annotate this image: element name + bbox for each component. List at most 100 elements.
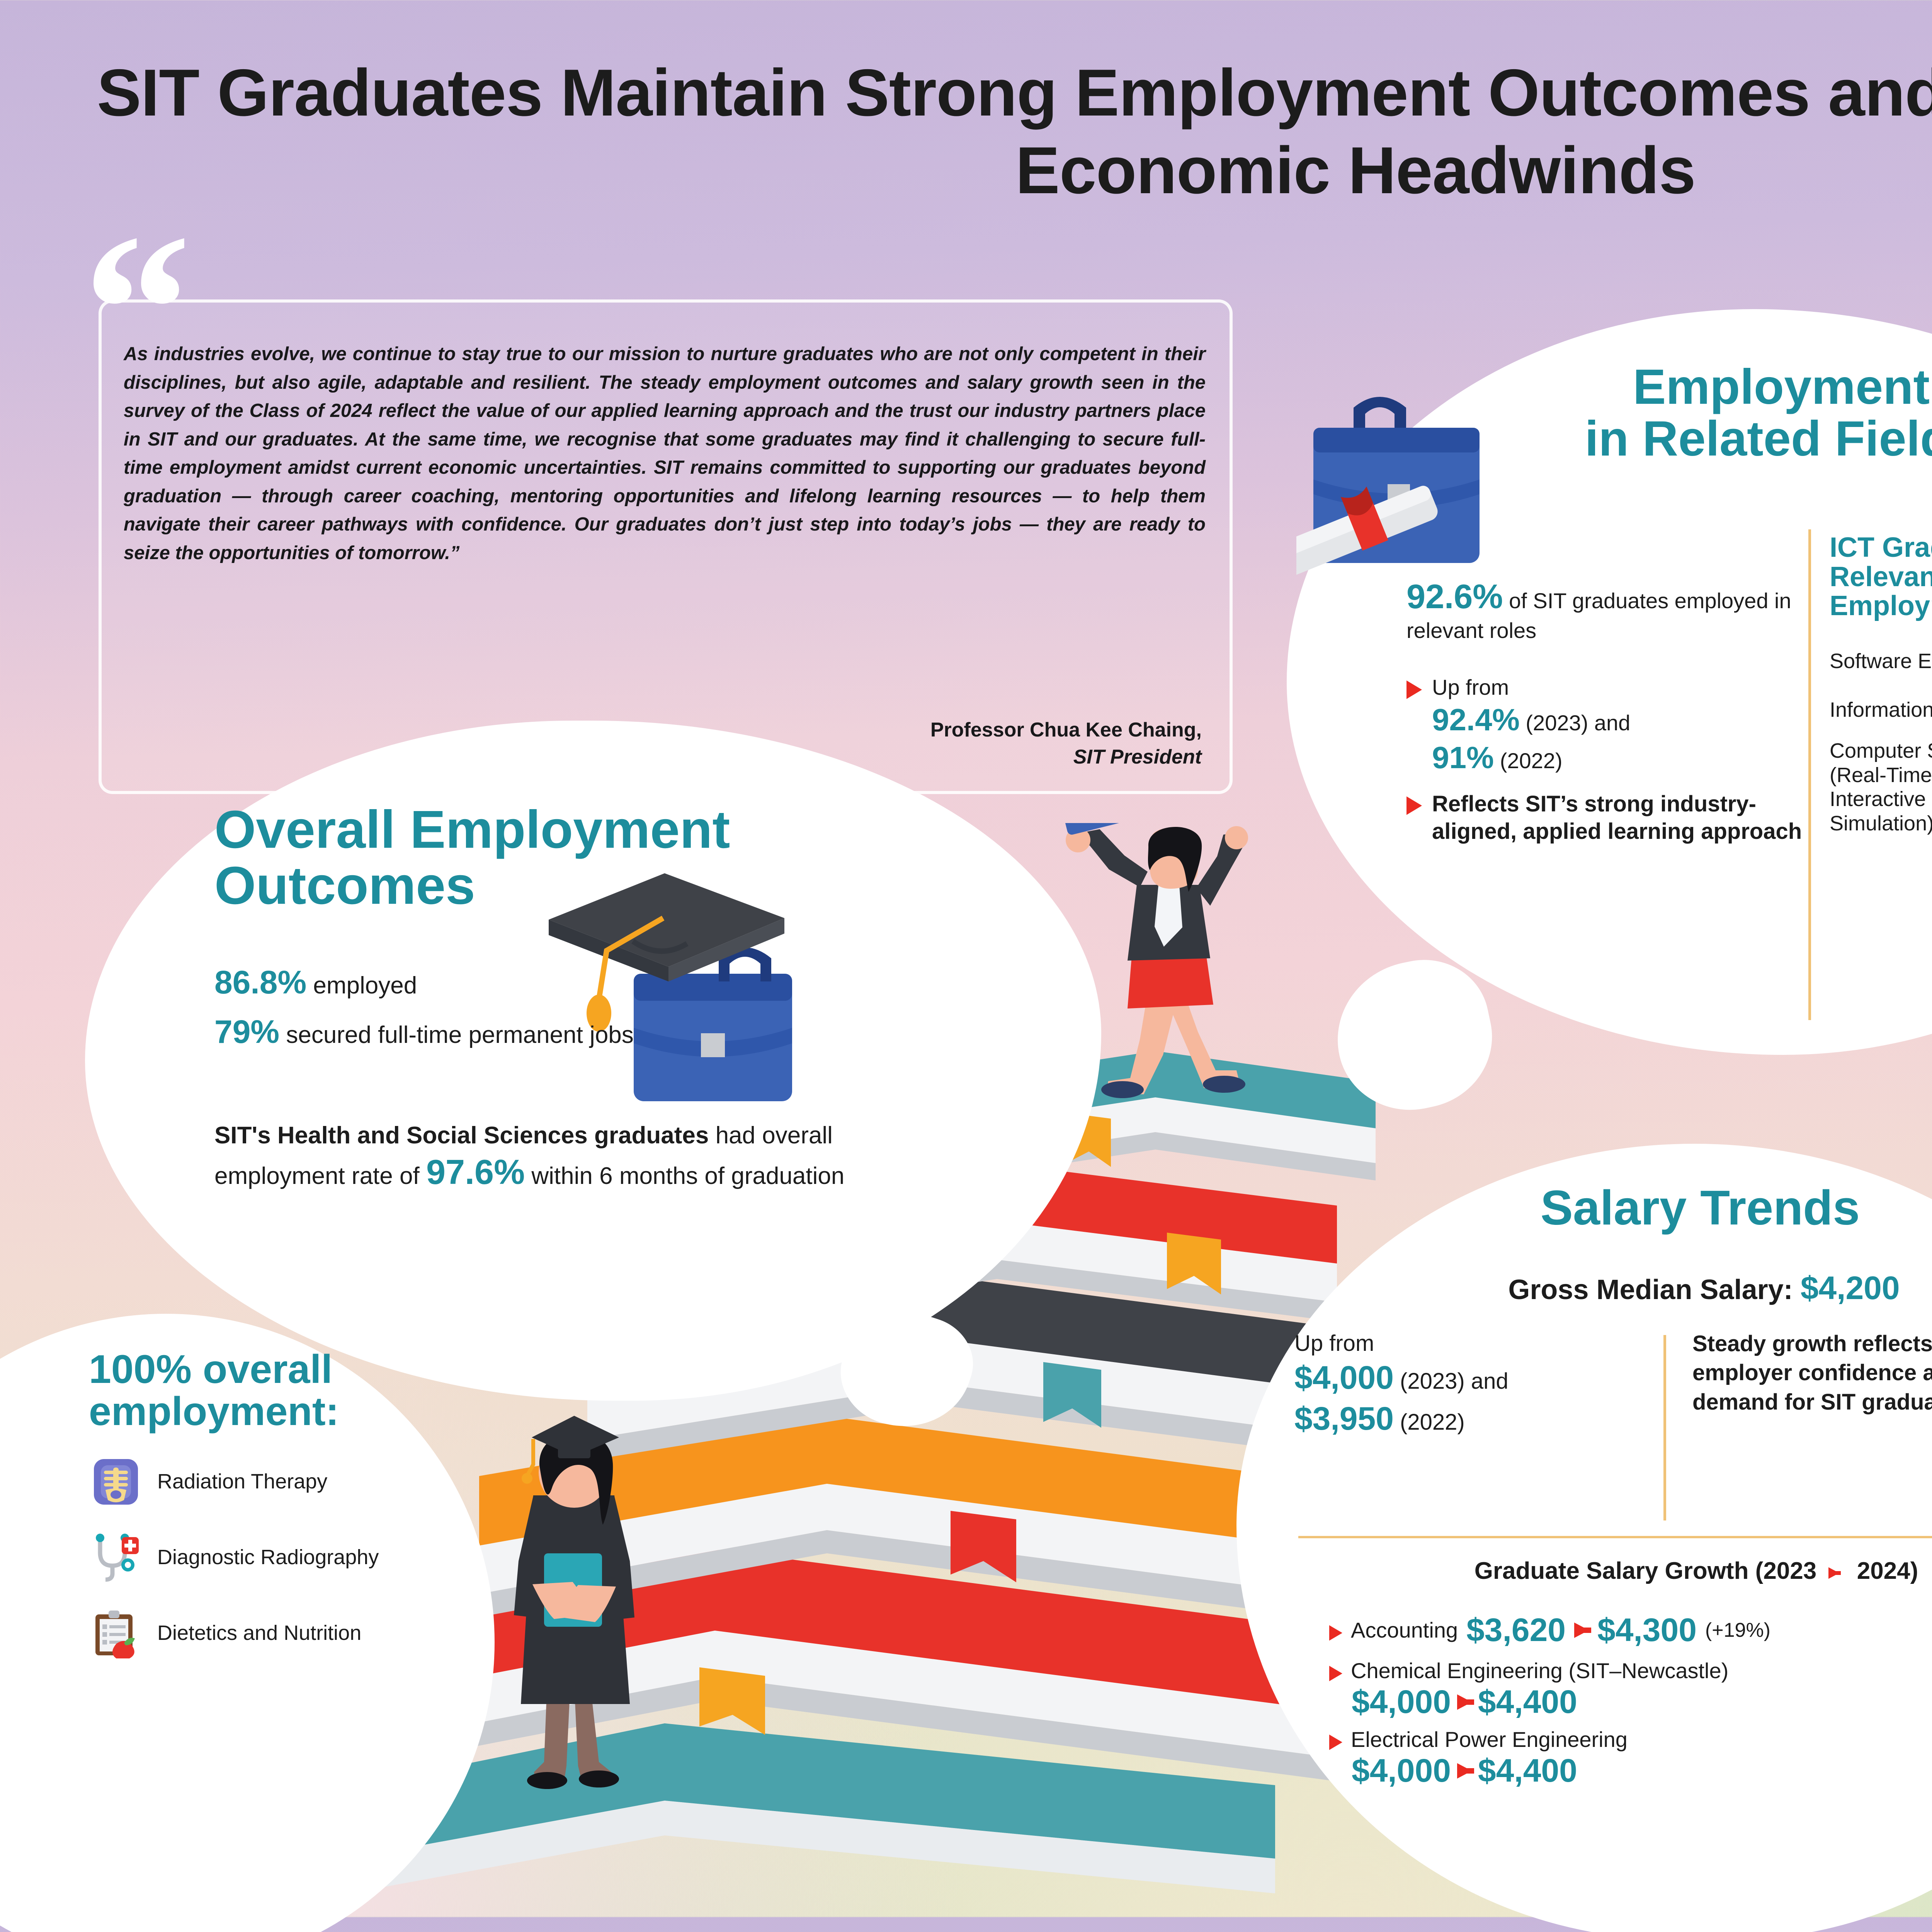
overall-stats: 86.8% employed 79% secured full-time per… <box>214 962 794 1053</box>
bullet-triangle-icon <box>1329 1665 1342 1681</box>
table-row: Computer Science (Real-Time Interactive … <box>1830 739 1932 836</box>
list-item-label: Diagnostic Radiography <box>157 1546 379 1569</box>
related-bullet-reflects: Reflects SIT’s strong industry-aligned, … <box>1406 790 1804 845</box>
growth-to: $4,300 <box>1597 1612 1697 1648</box>
related-main-rest: of SIT graduates employed in relevant ro… <box>1406 588 1791 643</box>
arrow-right-icon <box>1574 1622 1591 1638</box>
growth-to: $4,400 <box>1478 1684 1577 1720</box>
salary-median-value: $4,200 <box>1800 1270 1900 1306</box>
bubble-overall-outcomes <box>85 721 1101 1401</box>
ict-name: Computer Science (Real-Time Interactive … <box>1830 739 1932 835</box>
stethoscope-icon <box>96 1534 139 1582</box>
salary-prev2: $3,950 (2022) <box>1294 1398 1658 1439</box>
bullet-triangle-icon <box>1406 680 1422 699</box>
overall-hss-note: SIT's Health and Social Sciences graduat… <box>214 1121 848 1195</box>
ict-name: Information Security <box>1830 698 1932 721</box>
list-item: Dietetics and Nutrition <box>91 1608 497 1658</box>
overall-stat-fulltime: 79% secured full-time permanent jobs <box>214 1012 794 1053</box>
table-row: Information Security 98.1% <box>1830 690 1932 730</box>
related-main-pct: 92.6% <box>1406 577 1503 616</box>
related-upfrom-lead: Up from <box>1432 675 1509 699</box>
growth-name: Accounting <box>1351 1618 1458 1642</box>
growth-rows: Accounting $3,620 $4,300 (+19%) Chemical… <box>1329 1611 1932 1795</box>
heading-related-line1: Employment <box>1633 359 1930 415</box>
heading-salary-trends: Salary Trends <box>1540 1180 1860 1235</box>
quote-mark-icon: “ <box>83 190 191 429</box>
growth-from: $4,000 <box>1352 1752 1451 1789</box>
quote-text: As industries evolve, we continue to sta… <box>124 344 1206 563</box>
overall-employed-label: employed <box>313 972 417 999</box>
overall-employed-value: 86.8% <box>214 964 307 1000</box>
arrow-right-icon <box>1457 1763 1474 1779</box>
salary-prev1-year: (2023) and <box>1400 1369 1509 1394</box>
salary-prev2-year: (2022) <box>1400 1409 1465 1435</box>
list-item-label: Radiation Therapy <box>157 1470 328 1493</box>
overall-fulltime-label: secured full-time permanent jobs <box>286 1021 634 1048</box>
growth-row-chemeng: Chemical Engineering (SIT–Newcastle) $4,… <box>1329 1658 1932 1721</box>
growth-title-a: Graduate Salary Growth (2023 <box>1474 1558 1817 1584</box>
growth-delta: (+19%) <box>1705 1619 1770 1641</box>
quote-attribution: Professor Chua Kee Chaing, SIT President <box>124 717 1202 770</box>
briefcase-diploma-icon <box>1296 397 1480 576</box>
table-row: Software Engineering 98.3% <box>1830 641 1932 681</box>
salary-median-line: Gross Median Salary: $4,200 <box>1376 1269 1932 1307</box>
bullet-triangle-icon <box>1329 1734 1342 1750</box>
salary-previous-years: Up from $4,000 (2023) and $3,950 (2022) <box>1294 1329 1658 1439</box>
salary-horizontal-divider <box>1298 1536 1932 1538</box>
heading-overall-outcomes: Overall Employment Outcomes <box>214 800 730 915</box>
related-upfrom-v1: 92.4% <box>1432 702 1520 737</box>
quote-role: SIT President <box>1073 745 1202 768</box>
overall-fulltime-value: 79% <box>214 1013 280 1050</box>
quote-author: Professor Chua Kee Chaing, <box>930 719 1202 741</box>
salary-median-label: Gross Median Salary: <box>1508 1274 1793 1305</box>
overall-hss-bold: SIT's Health and Social Sciences graduat… <box>214 1122 709 1149</box>
growth-row-epe: Electrical Power Engineering $4,000 $4,4… <box>1329 1727 1932 1789</box>
quote-card <box>99 299 1233 794</box>
overall-hss-rest: had overall employment rate of <box>214 1122 833 1190</box>
growth-name: Electrical Power Engineering <box>1351 1727 1628 1752</box>
related-main-stat: 92.6% of SIT graduates employed in relev… <box>1406 576 1793 644</box>
list-item: Radiation Therapy <box>91 1457 497 1507</box>
salary-prev1-value: $4,000 <box>1294 1359 1394 1396</box>
related-upfrom-y2: (2022) <box>1500 748 1563 773</box>
growth-to: $4,400 <box>1478 1752 1577 1789</box>
clipboard-apple-icon <box>95 1611 135 1658</box>
gradcap-briefcase-icon <box>549 873 792 1101</box>
arrow-right-icon <box>1828 1567 1841 1579</box>
heading-ict-grads: ICT Grads in Relevant Employment <box>1830 532 1932 622</box>
list-100-percent-programmes: Radiation Therapy Diagnostic Radiography <box>91 1457 497 1684</box>
list-item-label: Dietetics and Nutrition <box>157 1621 362 1645</box>
page-title: SIT Graduates Maintain Strong Employment… <box>97 56 1932 208</box>
ict-name: Software Engineering <box>1830 649 1932 673</box>
businesswoman-jumping-illustration <box>1059 823 1248 1098</box>
overall-hss-tail: within 6 months of graduation <box>531 1163 845 1190</box>
growth-title: Graduate Salary Growth (2023 2024) <box>1298 1557 1932 1585</box>
salary-upfrom-label: Up from <box>1294 1331 1374 1356</box>
overall-stat-employed: 86.8% employed <box>214 962 794 1003</box>
arrow-right-icon <box>1457 1694 1474 1710</box>
salary-prev2-value: $3,950 <box>1294 1400 1394 1437</box>
list-item: Diagnostic Radiography <box>91 1532 497 1583</box>
salary-vertical-divider <box>1663 1335 1666 1520</box>
related-bullet-upfrom: Up from 92.4% (2023) and 91% (2022) <box>1406 674 1804 777</box>
ict-rows: Software Engineering 98.3% Information S… <box>1830 641 1932 845</box>
heading-related-line2: in Related Fields <box>1585 411 1932 467</box>
related-bullets: Up from 92.4% (2023) and 91% (2022) Refl… <box>1406 674 1804 858</box>
graduate-woman-illustration <box>514 1416 634 1789</box>
heading-related-fields: Employment in Related Fields <box>1480 361 1932 465</box>
heading-100-percent: 100% overall employment: <box>89 1347 339 1434</box>
growth-title-b: 2024) <box>1857 1558 1918 1584</box>
related-bullet-reflects-text: Reflects SIT’s strong industry-aligned, … <box>1432 791 1802 844</box>
growth-name: Chemical Engineering (SIT–Newcastle) <box>1351 1658 1729 1683</box>
related-bullet-upfrom-text: Up from 92.4% (2023) and 91% (2022) <box>1432 674 1630 777</box>
related-upfrom-v2: 91% <box>1432 740 1494 775</box>
ict-divider <box>1808 529 1811 1020</box>
growth-from: $4,000 <box>1352 1684 1451 1720</box>
overall-hss-pct: 97.6% <box>426 1153 525 1192</box>
bullet-triangle-icon <box>1329 1625 1342 1641</box>
bullet-triangle-icon <box>1406 796 1422 815</box>
salary-prev1: $4,000 (2023) and <box>1294 1357 1658 1398</box>
growth-from: $3,620 <box>1466 1612 1566 1648</box>
growth-row-accounting: Accounting $3,620 $4,300 (+19%) <box>1329 1611 1932 1649</box>
